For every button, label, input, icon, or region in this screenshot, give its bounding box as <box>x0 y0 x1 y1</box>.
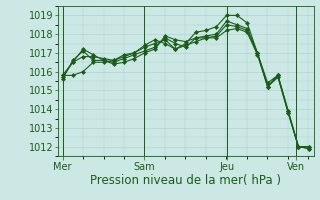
X-axis label: Pression niveau de la mer( hPa ): Pression niveau de la mer( hPa ) <box>90 174 281 187</box>
